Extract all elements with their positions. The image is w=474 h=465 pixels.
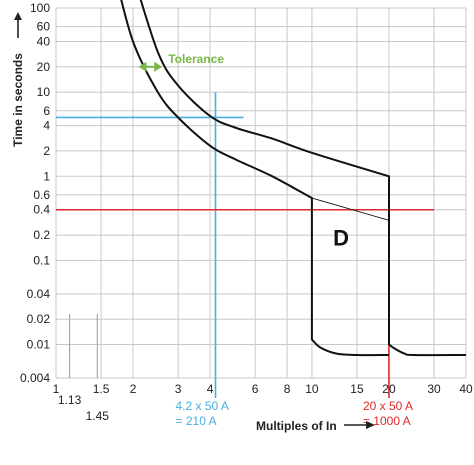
- grid: [55, 7, 467, 379]
- y-tick-label: 100: [30, 1, 50, 15]
- y-tick-label: 6: [43, 104, 50, 118]
- y-tick-label: 0.4: [33, 203, 50, 217]
- y-tick-label: 60: [37, 20, 51, 34]
- red-note-line2: = 1000 A: [363, 414, 411, 428]
- y-tick-label: 0.02: [27, 312, 51, 326]
- tolerance-label: Tolerance: [168, 52, 224, 66]
- x-markers: 1.13 1.45: [58, 314, 109, 423]
- x-tick-label: 3: [175, 382, 182, 396]
- x-tick-label: 30: [427, 382, 441, 396]
- tolerance-arrow-head-left: [138, 61, 147, 72]
- x-tick-label: 1: [53, 382, 60, 396]
- x-tick-label: 15: [350, 382, 364, 396]
- y-tick-label: 1: [43, 169, 50, 183]
- y-tick-label: 0.1: [33, 253, 50, 267]
- x-tick-label: 20: [382, 382, 396, 396]
- tolerance-arrow-head-right: [154, 61, 163, 72]
- blue-note-line2: = 210 A: [176, 414, 217, 428]
- red-note-line1: 20 x 50 A: [363, 399, 413, 413]
- x-axis-arrow: [344, 421, 375, 429]
- y-tick-label: 10: [37, 85, 51, 99]
- x-tick-label: 40: [459, 382, 473, 396]
- y-tick-label: 0.04: [27, 287, 51, 301]
- y-tick-label: 0.6: [33, 188, 50, 202]
- x-tick-label: 10: [305, 382, 319, 396]
- x-tick-label: 4: [207, 382, 214, 396]
- y-tick-label: 4: [43, 119, 50, 133]
- y-tick-label: 20: [37, 60, 51, 74]
- trip-curves: [120, 0, 466, 357]
- annotations: Tolerance D 4.2 x 50 A= 210 A 20 x 50 A= 10…: [138, 52, 413, 428]
- tick-labels: 1006040201064210.60.40.20.10.040.020.010…: [20, 1, 473, 396]
- y-tick-label: 0.004: [20, 371, 50, 385]
- y-axis-arrow: [14, 12, 22, 38]
- extrapolated-line: [311, 197, 390, 221]
- x-marker-label: 1.13: [58, 393, 82, 407]
- curve-d-label: D: [333, 226, 349, 251]
- upper-trip-curve: [139, 0, 466, 357]
- x-axis-title: Multiples of In: [256, 419, 337, 433]
- x-tick-label: 8: [284, 382, 291, 396]
- x-tick-label: 6: [252, 382, 259, 396]
- lower-trip-curve: [120, 0, 390, 357]
- y-tick-label: 0.2: [33, 228, 50, 242]
- x-tick-label: 1.5: [93, 382, 110, 396]
- reference-lines: [56, 92, 435, 398]
- y-tick-label: 0.01: [27, 338, 51, 352]
- x-tick-label: 2: [130, 382, 137, 396]
- y-tick-label: 40: [37, 34, 51, 48]
- y-axis-title: Time in seconds: [11, 53, 25, 147]
- y-tick-label: 2: [43, 144, 50, 158]
- blue-note-line1: 4.2 x 50 A: [176, 399, 229, 413]
- x-marker-label: 1.45: [86, 409, 110, 423]
